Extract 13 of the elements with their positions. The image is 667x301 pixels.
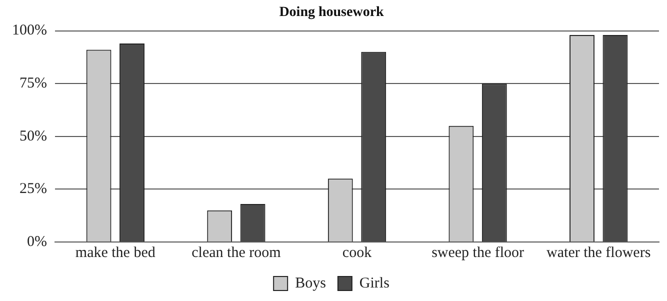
y-tick-label: 100% [12,22,47,39]
x-tick-label: make the bed [75,244,156,261]
y-tick-label: 25% [19,181,47,198]
y-tick-label: 50% [19,128,47,144]
x-tick-label: sweep the floor [432,244,524,261]
chart-title: Doing housework [279,5,384,20]
legend-label: Boys [295,275,326,292]
x-tick-label: clean the room [192,244,282,261]
x-tick-label: cook [342,244,372,261]
x-tick-label: water the flowers [546,244,651,261]
legend-label: Girls [359,275,390,292]
y-tick-label: 75% [19,76,47,92]
y-tick-label: 0% [26,234,47,250]
